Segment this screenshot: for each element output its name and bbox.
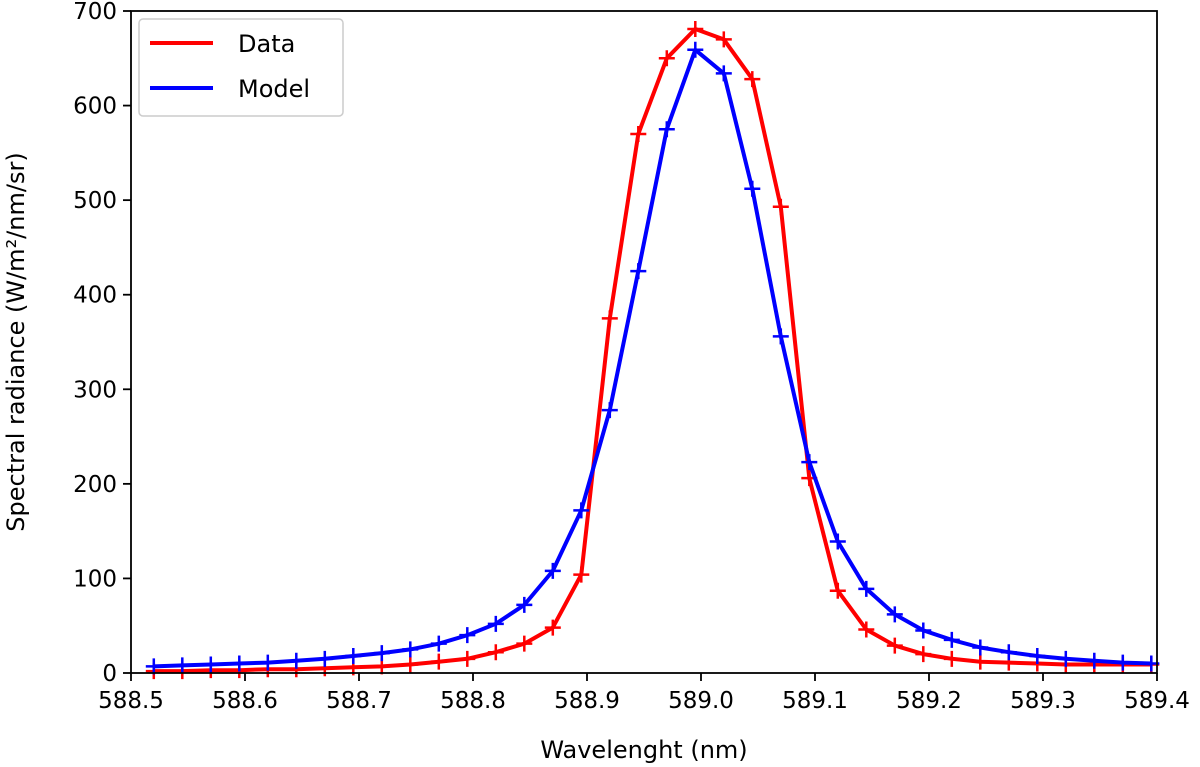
data-point-model [430, 635, 447, 652]
data-point-model [373, 645, 390, 662]
data-point-data [943, 650, 960, 667]
data-point-model [687, 41, 704, 58]
data-point-data [715, 31, 732, 48]
x-tick-label: 588.7 [326, 688, 392, 714]
x-tick-label: 588.6 [212, 688, 278, 714]
data-point-model [459, 627, 476, 644]
data-point-data [744, 71, 761, 88]
data-point-model [715, 65, 732, 82]
data-point-model [516, 596, 533, 613]
data-point-model [1086, 652, 1103, 669]
x-tick-label: 588.8 [440, 688, 506, 714]
x-tick-label: 589.0 [668, 688, 734, 714]
x-tick-label: 589.1 [782, 688, 848, 714]
data-point-model [601, 402, 618, 419]
y-axis-label: Spectral radiance (W/m²/nm/sr) [2, 152, 30, 531]
data-point-model [943, 631, 960, 648]
data-point-data [972, 653, 989, 670]
plot-area [145, 20, 1160, 680]
data-point-data [858, 621, 875, 638]
x-axis-label: Wavelenght (nm) [540, 736, 747, 764]
data-point-model [801, 454, 818, 471]
data-point-model [744, 180, 761, 197]
data-point-data [915, 646, 932, 663]
axes-frame [130, 10, 1158, 674]
data-point-model [829, 533, 846, 550]
legend-label-data: Data [238, 30, 295, 58]
data-point-data [772, 198, 789, 215]
x-tick-label: 588.9 [554, 688, 620, 714]
data-point-model [1000, 644, 1017, 661]
data-point-data [829, 582, 846, 599]
data-point-data [516, 635, 533, 652]
data-point-model [231, 655, 248, 672]
data-point-model [174, 657, 191, 674]
data-point-model [630, 263, 647, 280]
series-line-data [153, 27, 1152, 674]
data-point-model [1114, 654, 1131, 671]
data-point-model [658, 121, 675, 138]
data-point-model [573, 502, 590, 519]
data-point-data [630, 125, 647, 142]
axes-border [130, 10, 1158, 674]
y-axis-ticks: 0 100 200 300 400 500 600 700 [73, 0, 131, 687]
y-tick-label: 200 [73, 472, 117, 498]
legend: Data Model [138, 18, 344, 117]
y-tick-label: 500 [73, 188, 117, 214]
data-point-model [1057, 650, 1074, 667]
data-point-model [858, 580, 875, 597]
data-point-model [345, 647, 362, 664]
series-line-model [153, 47, 1152, 669]
y-tick-label: 0 [102, 661, 117, 687]
data-point-data [573, 566, 590, 583]
y-tick-label: 600 [73, 94, 117, 120]
data-point-data [687, 20, 704, 37]
x-tick-label: 589.2 [896, 688, 962, 714]
data-point-model [772, 328, 789, 345]
y-tick-label: 400 [73, 283, 117, 309]
data-point-data [544, 619, 561, 636]
data-point-data [601, 310, 618, 327]
y-tick-label: 100 [73, 566, 117, 592]
data-point-model [972, 639, 989, 656]
data-point-model [202, 656, 219, 673]
data-point-model [288, 652, 305, 669]
data-point-data [459, 650, 476, 667]
data-point-model [544, 562, 561, 579]
data-point-data [487, 644, 504, 661]
data-point-data [402, 656, 419, 673]
x-tick-label: 589.4 [1124, 688, 1190, 714]
y-tick-label: 300 [73, 377, 117, 403]
data-point-model [1029, 647, 1046, 664]
data-point-model [145, 658, 162, 675]
data-point-model [316, 650, 333, 667]
data-point-model [402, 641, 419, 658]
x-tick-label: 588.5 [98, 688, 164, 714]
data-point-model [886, 606, 903, 623]
data-point-model [259, 654, 276, 671]
x-tick-label: 589.3 [1010, 688, 1076, 714]
legend-label-model: Model [238, 75, 310, 103]
data-point-data [886, 637, 903, 654]
data-point-data [658, 50, 675, 67]
data-point-data [430, 653, 447, 670]
data-point-model [487, 615, 504, 632]
data-point-model [915, 622, 932, 639]
y-tick-label: 700 [73, 0, 117, 25]
x-axis-ticks: 588.5 588.6 588.7 588.8 588.9 589.0 589.1 589.2… [98, 673, 1190, 714]
